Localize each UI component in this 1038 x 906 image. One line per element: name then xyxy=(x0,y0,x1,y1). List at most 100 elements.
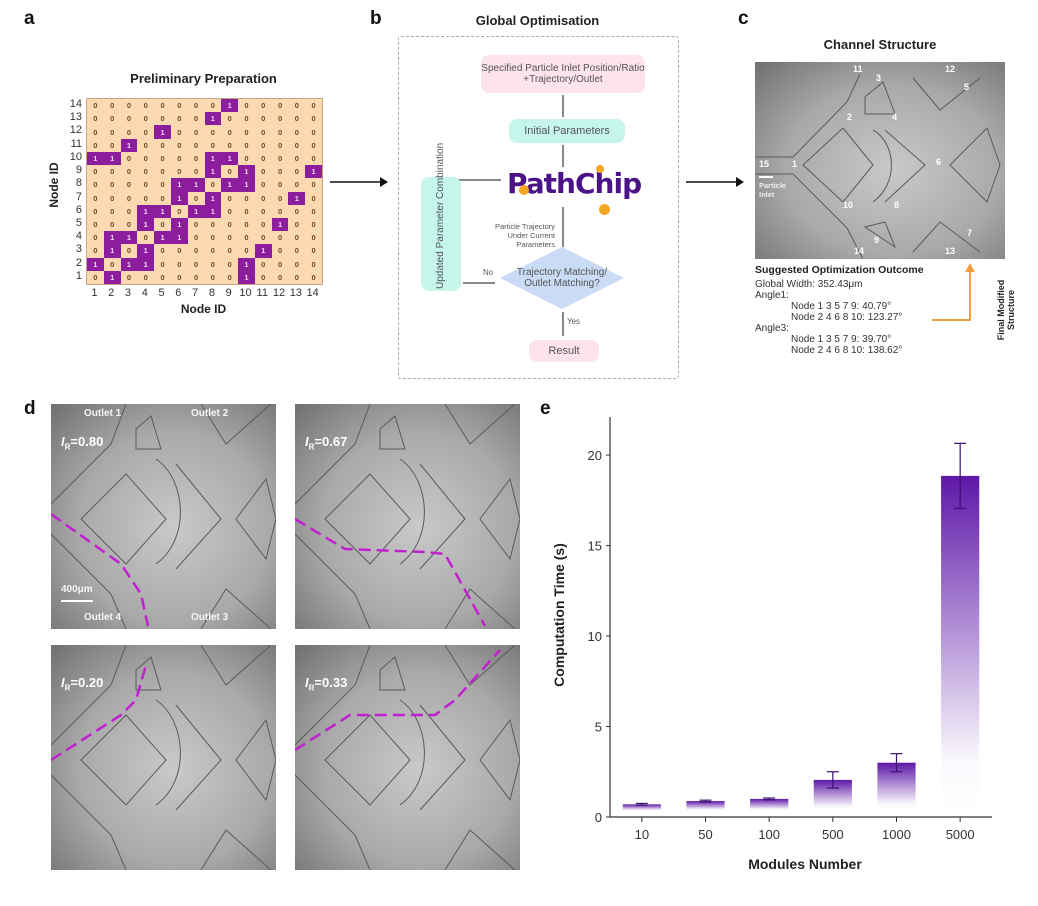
matrix-cell: 0 xyxy=(194,140,199,150)
ratio-label: IR=0.67 xyxy=(305,434,348,452)
matrix-cell: 0 xyxy=(261,206,266,216)
matrix-cell: 0 xyxy=(194,233,199,243)
heatmap-ytick: 1 xyxy=(75,269,82,282)
heatmap-ytick: 5 xyxy=(75,216,82,229)
outlet-label: Outlet 1 xyxy=(84,408,122,419)
matrix-cell: 0 xyxy=(277,246,283,256)
x-tick-label: 1000 xyxy=(882,827,911,842)
matrix-cell: 0 xyxy=(277,127,283,137)
matrix-cell: 0 xyxy=(261,114,266,124)
matrix-cell: 1 xyxy=(154,125,171,139)
heatmap-xtick: 10 xyxy=(239,287,252,299)
scale-bar-label: 400μm xyxy=(61,584,93,595)
matrix-cell: 0 xyxy=(244,114,249,124)
matrix-cell: 0 xyxy=(160,259,165,269)
outcome-line: Node 2 4 6 8 10: 138.62° xyxy=(791,345,903,356)
heatmap-xlabel: Node ID xyxy=(180,302,227,316)
flow-arrow xyxy=(562,312,564,336)
outlet-label: Outlet 3 xyxy=(191,612,229,623)
flowchart-frame: Specified Particle Inlet Position/Ratio … xyxy=(398,36,679,379)
matrix-cell: 0 xyxy=(110,193,115,203)
matrix-cell: 0 xyxy=(261,259,266,269)
matrix-cell: 0 xyxy=(227,167,232,177)
matrix-cell: 0 xyxy=(261,193,266,203)
matrix-cell: 0 xyxy=(244,206,249,216)
matrix-cell: 1 xyxy=(170,191,188,205)
matrix-cell: 0 xyxy=(126,114,132,124)
heatmap-ytick: 7 xyxy=(75,190,82,203)
matrix-cell: 1 xyxy=(204,191,222,205)
matrix-cell: 0 xyxy=(126,167,132,177)
matrix-cell: 0 xyxy=(227,206,232,216)
matrix-cell: 0 xyxy=(311,246,316,256)
matrix-cell: 0 xyxy=(311,140,316,150)
matrix-cell: 1 xyxy=(221,178,239,192)
matrix-cell: 0 xyxy=(311,127,316,137)
matrix-cell: 1 xyxy=(170,217,188,232)
matrix-cell: 0 xyxy=(143,127,148,137)
matrix-cell: 0 xyxy=(93,127,98,137)
outcome-line: Global Width: 352.43μm xyxy=(755,279,863,290)
matrix-cell: 0 xyxy=(227,140,232,150)
matrix-cell: 1 xyxy=(254,244,272,258)
outlet-label: Outlet 2 xyxy=(191,408,229,419)
matrix-cell: 0 xyxy=(227,272,232,282)
matrix-cell: 0 xyxy=(143,101,148,111)
heatmap-ytick: 6 xyxy=(75,203,82,216)
matrix-cell: 0 xyxy=(261,180,266,190)
matrix-cell: 1 xyxy=(204,112,222,126)
heatmap-xtick: 4 xyxy=(141,287,148,299)
matrix-cell: 0 xyxy=(227,259,232,269)
matrix-cell: 0 xyxy=(126,272,132,282)
matrix-cell: 0 xyxy=(160,220,165,230)
matrix-cell: 0 xyxy=(244,233,249,243)
heatmap-xtick: 13 xyxy=(289,287,302,299)
y-tick-label: 0 xyxy=(595,810,602,825)
matrix-cell: 0 xyxy=(177,272,182,282)
node-label: 4 xyxy=(892,112,898,122)
heatmap-xtick: 11 xyxy=(256,287,268,299)
flow-trajectory-note: Particle Trajectory Under Current Parame… xyxy=(494,222,555,249)
panel-c-title: Channel Structure xyxy=(823,37,937,52)
matrix-cell: 0 xyxy=(143,167,148,177)
flow-result-box: Result xyxy=(529,340,599,362)
logo-dot-icon xyxy=(599,204,610,215)
matrix-cell: 0 xyxy=(311,206,316,216)
matrix-cell: 0 xyxy=(177,246,182,256)
matrix-cell: 0 xyxy=(277,167,283,177)
matrix-cell: 1 xyxy=(238,178,255,192)
matrix-cell: 0 xyxy=(194,101,199,111)
matrix-cell: 0 xyxy=(177,140,182,150)
matrix-cell: 0 xyxy=(311,180,316,190)
matrix-cell: 1 xyxy=(103,244,121,258)
node-label: 8 xyxy=(894,200,900,210)
matrix-cell: 0 xyxy=(194,114,199,124)
flow-arrow xyxy=(562,145,564,167)
matrix-cell: 1 xyxy=(120,138,138,152)
matrix-cell: 0 xyxy=(177,127,182,137)
y-tick-label: 10 xyxy=(588,629,602,644)
matrix-cell: 0 xyxy=(194,167,199,177)
scale-bar xyxy=(61,600,93,602)
matrix-cell: 0 xyxy=(93,167,98,177)
matrix-cell: 0 xyxy=(311,272,316,282)
y-tick-label: 15 xyxy=(588,539,602,554)
outlet-label: Outlet 4 xyxy=(84,612,122,623)
matrix-cell: 0 xyxy=(210,140,215,150)
matrix-cell: 0 xyxy=(160,180,165,190)
logo-dot-icon xyxy=(519,185,529,195)
heatmap-ytick: 9 xyxy=(75,164,82,177)
matrix-cell: 0 xyxy=(160,153,165,163)
channel-outline xyxy=(755,73,1001,259)
bar xyxy=(686,801,725,811)
computation-time-chart: 0 5 10 15 20 10 50 100 500 1000 5000 Computation T… xyxy=(551,417,992,872)
matrix-cell: 0 xyxy=(294,180,299,190)
matrix-cell: 0 xyxy=(277,114,283,124)
x-tick-label: 5000 xyxy=(946,827,975,842)
matrix-cell: 0 xyxy=(294,206,299,216)
matrix-cell: 1 xyxy=(154,231,171,245)
matrix-cell: 0 xyxy=(261,140,266,150)
matrix-cell: 0 xyxy=(210,101,215,111)
flow-update-label: Updated Parameter Combination xyxy=(435,142,446,289)
heatmap-ytick: 3 xyxy=(75,243,82,256)
